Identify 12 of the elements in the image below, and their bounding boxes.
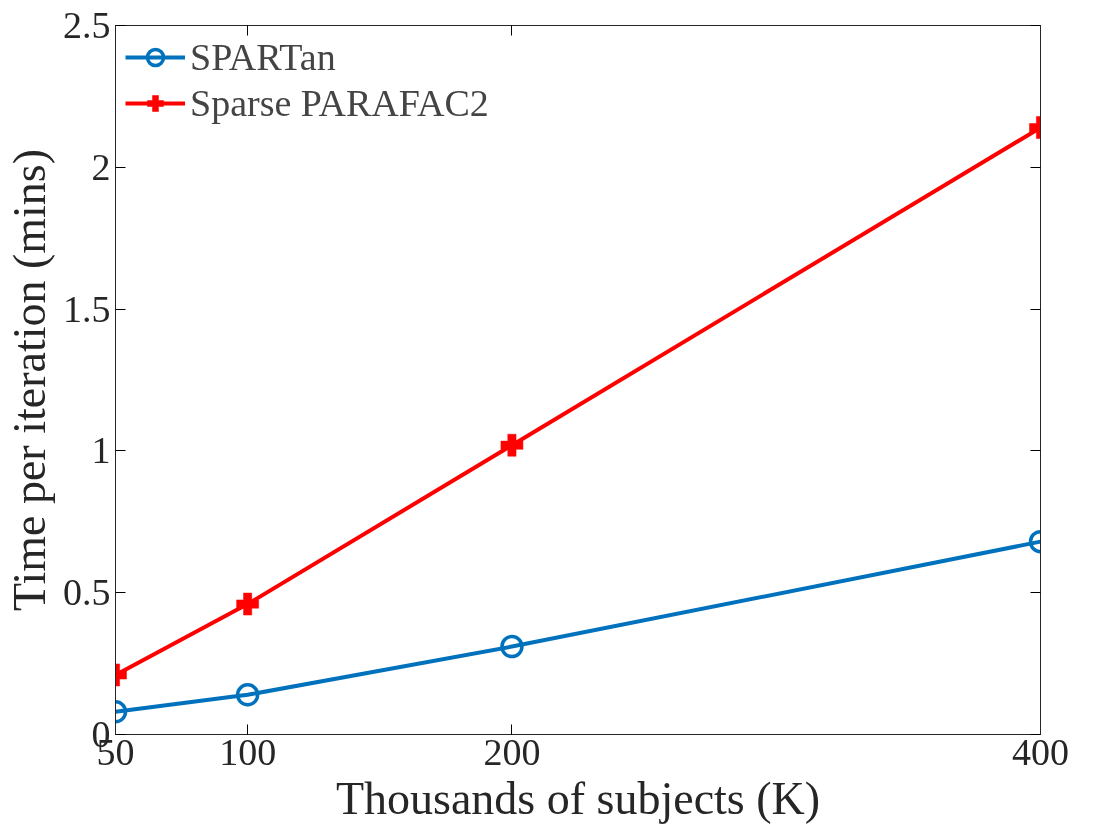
y-tick-label: 2.5 [63, 4, 111, 46]
y-tick-label: 2 [91, 145, 111, 188]
x-axis-title: Thousands of subjects (K) [335, 772, 821, 824]
legend-label: Sparse PARAFAC2 [190, 81, 489, 125]
x-tick-label: 200 [483, 730, 541, 773]
y-tick-label: 1.5 [63, 287, 111, 330]
legend-label: SPARTan [190, 35, 336, 79]
y-axis-title: Time per iteration (mins) [4, 148, 55, 612]
x-tick-label: 100 [219, 730, 277, 773]
y-tick-label: 0.5 [63, 571, 111, 614]
x-tick-label: 400 [1012, 730, 1069, 773]
y-tick-label: 1 [91, 429, 111, 472]
